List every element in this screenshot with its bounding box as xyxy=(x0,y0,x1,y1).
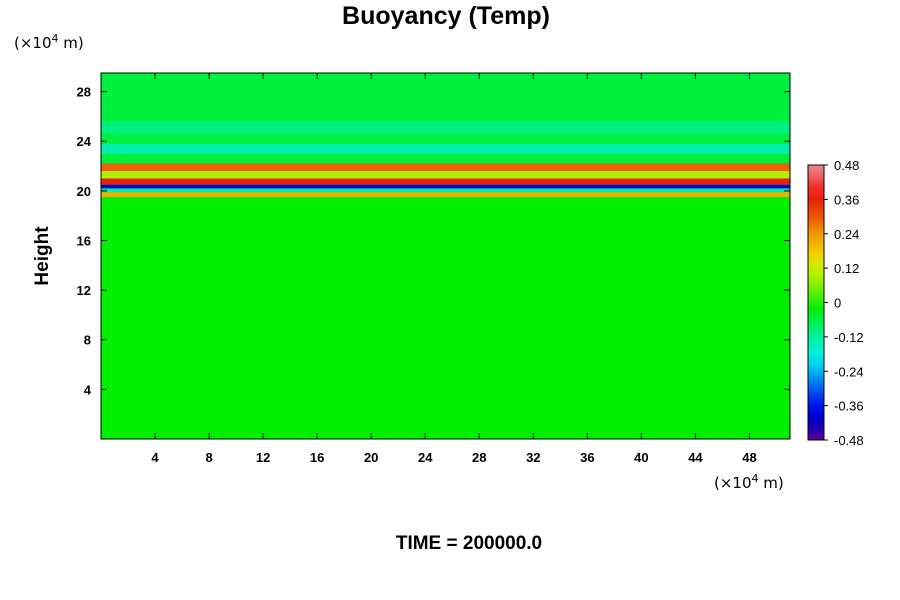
y-tick-label: 4 xyxy=(84,382,92,397)
field-band-7 xyxy=(101,153,790,164)
x-tick-label: 20 xyxy=(364,450,378,465)
y-tick-label: 8 xyxy=(84,333,91,348)
field-band-11 xyxy=(101,73,790,122)
x-tick-label: 8 xyxy=(205,450,212,465)
colorbar-tick-label: -0.36 xyxy=(834,399,864,414)
plot-frame xyxy=(100,72,791,440)
field-band-0 xyxy=(101,197,790,439)
plot-area xyxy=(100,72,791,440)
field-band-5 xyxy=(101,171,790,179)
x-tick-label: 4 xyxy=(151,450,159,465)
time-label: TIME = 200000.0 xyxy=(396,533,542,554)
y-axis-label: Height xyxy=(32,226,53,286)
colorbar-gradient xyxy=(807,164,825,441)
chart-title: Buoyancy (Temp) xyxy=(342,2,550,30)
x-tick-label: 28 xyxy=(472,450,486,465)
field-band-9 xyxy=(101,133,790,144)
x-tick-label: 40 xyxy=(634,450,648,465)
colorbar-tick-label: 0.24 xyxy=(834,227,859,242)
colorbar-tick-label: 0.48 xyxy=(834,158,859,173)
x-tick-label: 32 xyxy=(526,450,540,465)
colorbar-tick-label: 0.12 xyxy=(834,261,859,276)
y-unit-label: (×104 m) xyxy=(14,32,84,52)
colorbar-tick-label: 0.36 xyxy=(834,192,859,207)
field-band-2 xyxy=(101,188,790,193)
x-tick-label: 36 xyxy=(580,450,594,465)
x-tick-label: 16 xyxy=(310,450,324,465)
colorbar-tick-label: -0.24 xyxy=(834,364,864,379)
x-unit-label: (×104 m) xyxy=(714,472,784,492)
colorbar: 0.48 0.36 0.24 0.12 0 -0.12 -0.24 -0.36 -0.48 xyxy=(807,158,864,448)
x-tick-label: 44 xyxy=(688,450,703,465)
y-tick-label: 24 xyxy=(77,134,92,149)
field-band-8 xyxy=(101,143,790,154)
colorbar-tick-label: -0.48 xyxy=(834,433,864,448)
field-band-6 xyxy=(101,163,790,172)
field-band-1 xyxy=(101,192,790,198)
y-tick-label: 12 xyxy=(77,283,91,298)
x-tick-label: 12 xyxy=(256,450,270,465)
y-tick-label: 28 xyxy=(77,85,91,100)
y-tick-label: 20 xyxy=(77,184,91,199)
colorbar-tick-label: 0 xyxy=(834,296,841,311)
y-tick-label: 16 xyxy=(77,233,91,248)
field-band-4 xyxy=(101,178,790,185)
x-tick-label: 48 xyxy=(742,450,756,465)
field-band-10 xyxy=(101,121,790,134)
colorbar-tick-label: -0.12 xyxy=(834,330,864,345)
field-band-3 xyxy=(101,184,790,189)
x-tick-label: 24 xyxy=(418,450,433,465)
